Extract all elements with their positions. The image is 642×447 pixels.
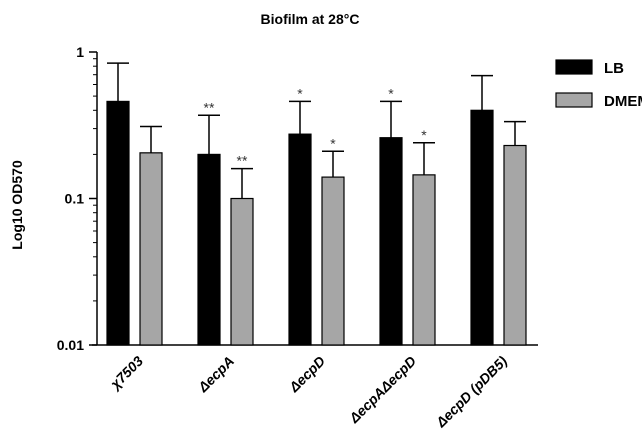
legend-swatch-lb [555,59,593,75]
bar-dmem [503,144,527,346]
bar-lb [288,133,312,346]
significance-marker: * [388,85,394,101]
legend-label: DMEM [604,93,642,110]
bar-dmem [139,152,163,346]
chart-title: Biofilm at 28°C [261,11,360,27]
significance-marker: * [421,127,427,143]
y-axis-label: Log10 OD570 [9,160,25,250]
category-label: ΔecpD (pDB5) [432,353,510,431]
y-tick-label: 0.01 [57,337,84,353]
bar-dmem [321,176,345,346]
bar-lb [106,100,130,346]
category-label: χ7503 [106,353,147,394]
bar-lb [470,109,494,346]
bar-lb [379,137,403,346]
bar-lb [197,153,221,346]
category-label: ΔecpAΔecpD [345,353,419,427]
bar-dmem [230,197,254,346]
legend-swatch-dmem [555,92,593,108]
bar-dmem [412,174,436,346]
chart-marks: 10.10.01χ7503****ΔecpA**ΔecpD**ΔecpAΔecp… [57,44,527,431]
significance-marker: ** [237,153,248,169]
category-label: ΔecpD [285,353,328,396]
significance-marker: * [297,85,303,101]
y-tick-label: 1 [76,44,84,60]
legend: LB DMEM [555,59,642,110]
y-tick-label: 0.1 [65,191,85,207]
significance-marker: * [330,135,336,151]
y-axis-label-group: Log10 OD570 [9,160,25,250]
significance-marker: ** [204,99,215,115]
legend-label: LB [604,60,624,77]
category-label: ΔecpA [194,353,237,396]
